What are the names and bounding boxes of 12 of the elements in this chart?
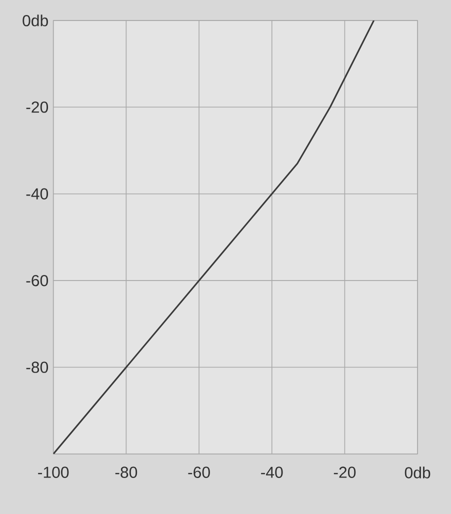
x-tick-label: -60: [188, 466, 210, 478]
y-tick-label: -60: [26, 274, 48, 286]
x-tick-label: -80: [115, 466, 138, 478]
x-tick-label: -20: [334, 466, 356, 478]
x-tick-label: -100: [38, 466, 69, 478]
x-tick-label: 0db: [404, 466, 430, 478]
y-tick-label: -80: [26, 362, 48, 373]
x-tick-label: -40: [261, 466, 283, 478]
y-tick-label: -20: [26, 102, 48, 113]
y-tick-label: -40: [26, 188, 48, 200]
y-tick-label: 0db: [22, 14, 48, 26]
line-series: [53, 20, 375, 454]
